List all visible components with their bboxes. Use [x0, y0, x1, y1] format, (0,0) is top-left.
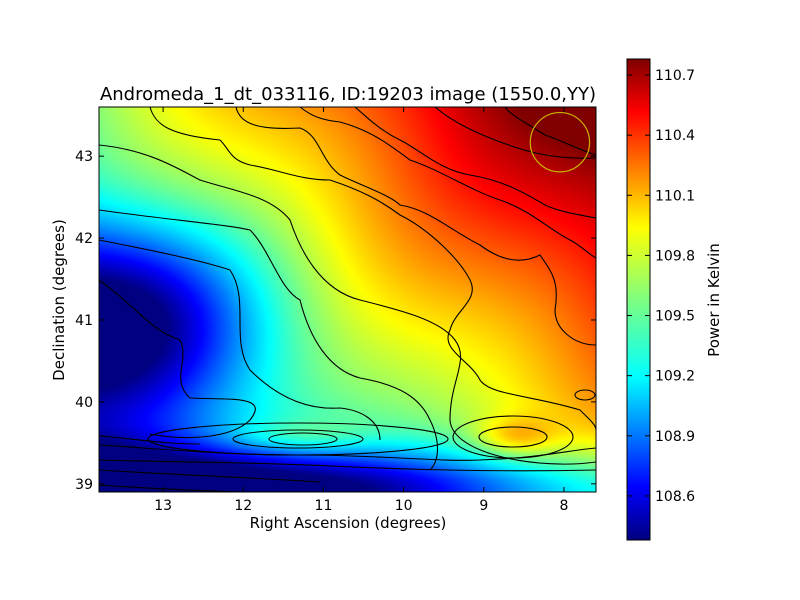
- contour-line: [99, 469, 321, 483]
- y-tick-label: 42: [75, 231, 93, 247]
- colorbar-tick-label: 110.4: [655, 128, 695, 144]
- x-axis-label: Right Ascension (degrees): [250, 514, 447, 532]
- chart-title: Andromeda_1_dt_033116, ID:19203 image (1…: [100, 84, 596, 105]
- y-tick-label: 39: [75, 477, 93, 493]
- y-axis: 39 40 41 42 43: [75, 149, 596, 493]
- heatmap-image: [99, 107, 596, 492]
- colorbar-tick-label: 108.9: [655, 429, 695, 445]
- contour-line: [354, 107, 596, 219]
- colorbar-tick-label: 110.1: [655, 188, 695, 204]
- x-axis: 13 12 11 10 9 8: [154, 107, 568, 514]
- contour-line: [504, 107, 596, 156]
- plot-frame: [98, 106, 597, 493]
- x-tick-label: 11: [315, 498, 333, 514]
- contour-line: [268, 432, 338, 446]
- contour-line: [99, 279, 256, 439]
- contour-line: [452, 415, 574, 459]
- colorbar-tick-label: 108.6: [655, 489, 695, 505]
- x-tick-label: 9: [479, 498, 488, 514]
- colorbar-axis: 108.6 108.9 109.2 109.5 109.8 110.1 110.4 110.7: [627, 68, 695, 505]
- contour-line: [574, 389, 596, 401]
- colorbar-tick-label: 109.8: [655, 248, 695, 264]
- x-tick-label: 13: [154, 498, 172, 514]
- y-tick-label: 41: [75, 313, 93, 329]
- colorbar: [627, 59, 650, 540]
- contour-line: [232, 429, 364, 449]
- colorbar-tick-label: 109.2: [655, 369, 695, 385]
- contour-line: [99, 239, 381, 441]
- y-tick-label: 43: [75, 149, 93, 165]
- contour-line: [434, 107, 596, 159]
- beam-marker: [529, 111, 591, 173]
- x-tick-label: 8: [559, 498, 568, 514]
- y-tick-label: 40: [75, 395, 93, 411]
- contour-line: [149, 107, 596, 431]
- y-axis-label: Declination (degrees): [50, 219, 68, 381]
- colorbar-label: Power in Kelvin: [705, 243, 723, 357]
- contour-line: [478, 426, 548, 448]
- contour-lines: [99, 107, 596, 492]
- colorbar-tick-label: 110.7: [655, 68, 695, 84]
- contour-line: [99, 484, 420, 492]
- contour-line: [147, 422, 449, 456]
- colorbar-frame: [626, 58, 651, 541]
- x-tick-label: 12: [234, 498, 252, 514]
- contour-line: [99, 459, 596, 472]
- x-tick-label: 10: [395, 498, 413, 514]
- contour-line: [299, 107, 596, 259]
- contour-line: [235, 107, 596, 346]
- colorbar-tick-label: 109.5: [655, 309, 695, 325]
- contour-line: [99, 435, 201, 445]
- contour-line: [99, 209, 439, 471]
